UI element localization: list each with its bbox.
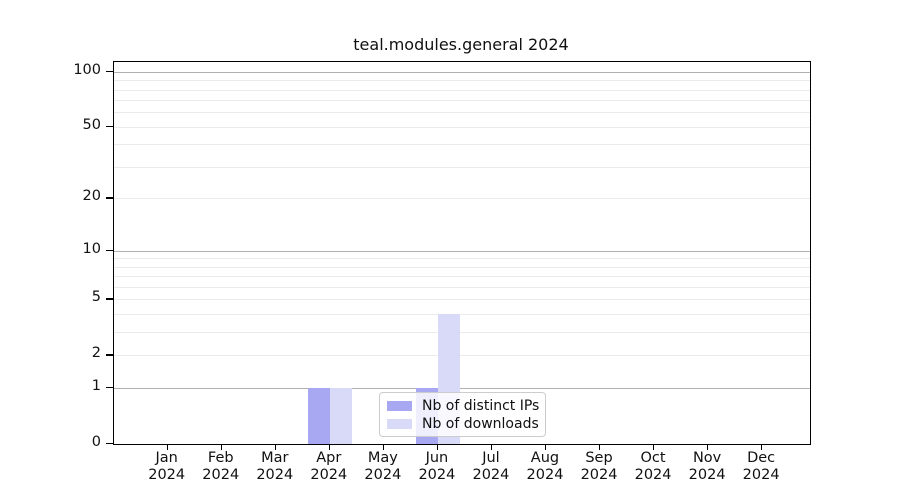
y-tick-mark <box>106 443 113 445</box>
x-tick-mark <box>436 444 439 450</box>
gridlines-layer <box>114 62 810 444</box>
minor-gridline <box>114 112 810 114</box>
minor-gridline <box>114 167 810 169</box>
x-axis-tick-label: Aug 2024 <box>526 450 564 483</box>
major-gridline <box>114 388 810 390</box>
plot-area: Nb of distinct IPs Nb of downloads <box>113 61 811 445</box>
minor-gridline <box>114 144 810 146</box>
legend-swatch-distinct-ips-icon <box>387 401 412 411</box>
x-tick-mark <box>761 444 763 450</box>
x-axis-tick-label: May 2024 <box>364 450 402 483</box>
x-tick-mark <box>382 444 385 450</box>
major-gridline <box>114 71 810 73</box>
y-axis-tick-label: 2 <box>91 345 101 362</box>
bar-apr-nb-of-downloads <box>329 388 352 444</box>
minor-gridline <box>114 100 810 102</box>
legend-item-downloads: Nb of downloads <box>387 415 539 433</box>
y-tick-mark <box>106 70 113 72</box>
x-axis-tick-label: Nov 2024 <box>688 450 726 483</box>
x-tick-mark <box>707 444 709 450</box>
y-tick-mark <box>106 125 113 128</box>
y-tick-mark <box>106 197 113 199</box>
minor-gridline <box>114 266 810 268</box>
x-axis-tick-label: Mar 2024 <box>256 450 294 483</box>
y-axis-tick-label: 100 <box>73 61 101 78</box>
x-tick-mark <box>490 444 493 450</box>
x-axis-tick-label: Jul 2024 <box>472 450 510 483</box>
x-tick-mark <box>166 444 168 450</box>
bar-apr-nb-of-distinct-ips <box>307 388 330 444</box>
y-axis-tick-label: 1 <box>91 378 101 395</box>
minor-gridline <box>114 314 810 316</box>
x-axis-tick-label: Apr 2024 <box>310 450 348 483</box>
legend: Nb of distinct IPs Nb of downloads <box>379 392 546 437</box>
legend-item-distinct-ips: Nb of distinct IPs <box>387 397 540 415</box>
chart-title: teal.modules.general 2024 <box>353 35 569 54</box>
minor-gridline <box>114 126 810 128</box>
y-axis-tick-label: 50 <box>82 116 101 133</box>
x-tick-mark <box>328 444 330 450</box>
minor-gridline <box>114 355 810 357</box>
y-axis-tick-label: 0 <box>91 434 101 450</box>
minor-gridline <box>114 258 810 260</box>
legend-label-downloads: Nb of downloads <box>422 416 539 432</box>
y-tick-mark <box>106 387 113 389</box>
minor-gridline <box>114 198 810 200</box>
minor-gridline <box>114 80 810 82</box>
minor-gridline <box>114 332 810 334</box>
x-tick-mark <box>274 444 276 450</box>
x-axis-tick-label: Jun 2024 <box>418 450 456 483</box>
y-axis-tick-label: 20 <box>82 188 101 205</box>
x-tick-mark <box>544 444 547 450</box>
y-tick-mark <box>106 249 113 251</box>
major-gridline <box>114 250 810 252</box>
minor-gridline <box>114 287 810 289</box>
x-axis-tick-label: Jan 2024 <box>148 450 186 483</box>
legend-label-distinct-ips: Nb of distinct IPs <box>422 398 540 414</box>
y-axis-tick-label: 5 <box>91 289 101 306</box>
x-tick-mark <box>220 444 222 450</box>
bars-layer <box>114 62 810 444</box>
y-tick-mark <box>106 298 113 300</box>
y-tick-mark <box>106 354 113 356</box>
x-axis-tick-label: Oct 2024 <box>634 450 672 483</box>
x-tick-mark <box>653 444 655 450</box>
y-axis-tick-label: 10 <box>82 240 101 257</box>
x-tick-mark <box>599 444 601 450</box>
x-axis-tick-label: Dec 2024 <box>742 450 780 483</box>
minor-gridline <box>114 276 810 278</box>
x-axis-tick-label: Feb 2024 <box>202 450 240 483</box>
minor-gridline <box>114 89 810 91</box>
minor-gridline <box>114 299 810 301</box>
x-axis-tick-label: Sep 2024 <box>580 450 618 483</box>
legend-swatch-downloads-icon <box>387 419 412 429</box>
